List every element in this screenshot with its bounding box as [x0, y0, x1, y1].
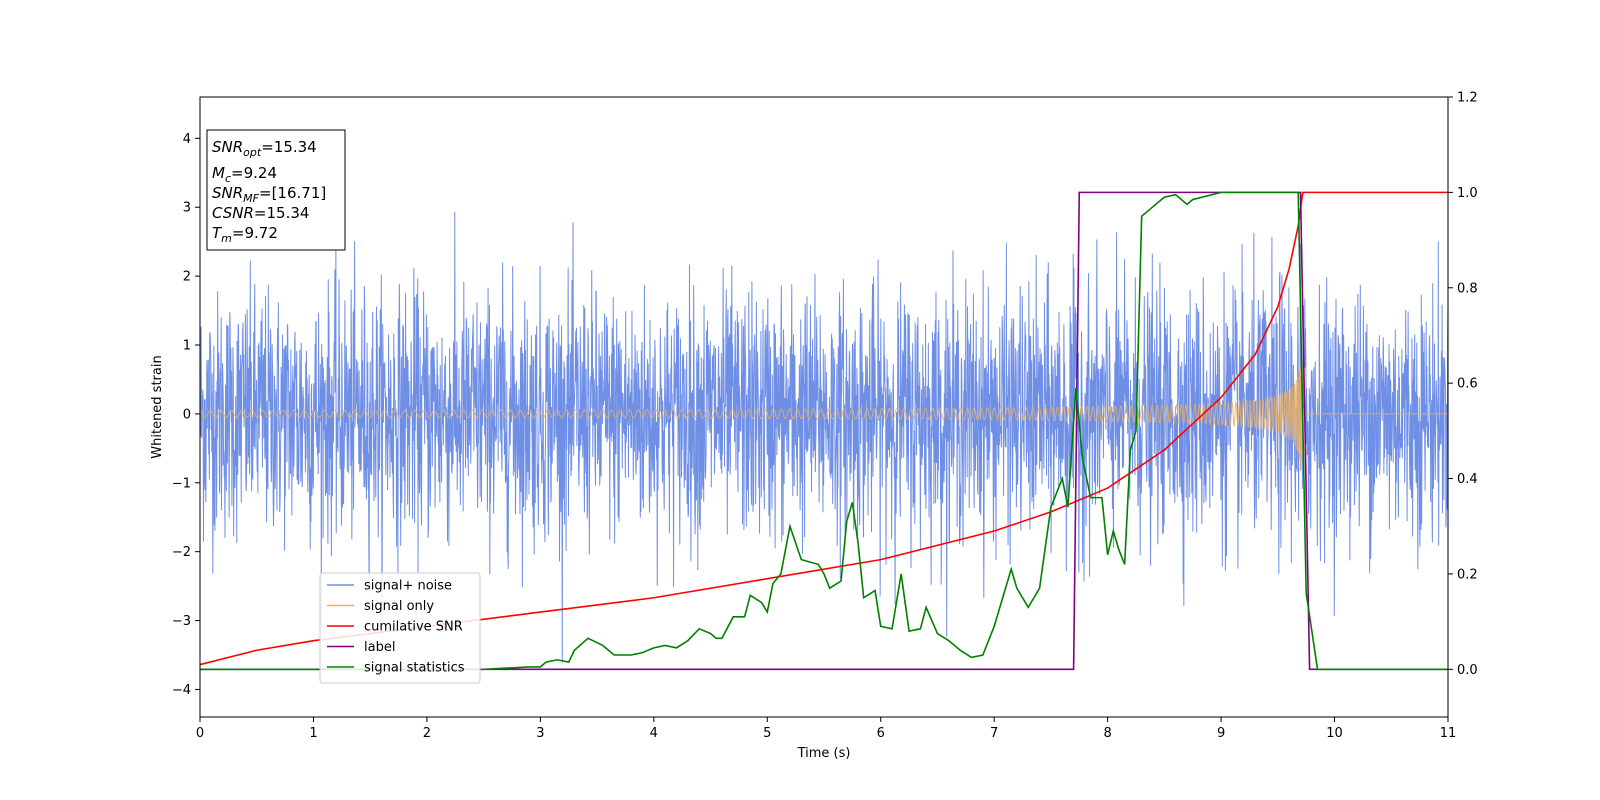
series-line-signal-statistics — [200, 191, 1448, 671]
x-axis-label: Time (s) — [797, 746, 851, 761]
x-tick-label: 11 — [1440, 726, 1457, 741]
y-axis-label: Whitened strain — [150, 355, 165, 458]
y-left-tick-label: 4 — [183, 132, 191, 147]
y-right-tick-label: 0.0 — [1457, 663, 1478, 678]
legend-label-signal-statistics: signal statistics — [364, 661, 465, 676]
y-left-tick-label: −2 — [172, 545, 191, 560]
series-line-signal-noise — [200, 211, 1448, 663]
legend-label-signal-only: signal only — [364, 599, 434, 614]
y-right-tick-label: 0.2 — [1457, 567, 1478, 582]
x-tick-label: 1 — [309, 726, 317, 741]
y-right-tick-label: 1.2 — [1457, 91, 1478, 106]
plot-frame — [199, 96, 1449, 718]
info-tm: Tm=9.72 — [212, 224, 278, 245]
x-axis-ticks: 0 1 2 3 4 5 6 7 8 9 10 11 — [196, 717, 1456, 741]
x-tick-label: 0 — [196, 726, 204, 741]
x-tick-label: 10 — [1326, 726, 1343, 741]
y-right-tick-label: 0.4 — [1457, 472, 1478, 487]
legend-label-signal-noise: signal+ noise — [364, 579, 452, 594]
y-right-tick-label: 0.8 — [1457, 281, 1478, 296]
x-tick-label: 3 — [536, 726, 544, 741]
info-box: SNRopt=15.34 Mc=9.24 SNRMF=[16.71] CSNR=… — [206, 129, 346, 251]
y-right-tick-label: 0.6 — [1457, 377, 1478, 392]
x-tick-label: 8 — [1103, 726, 1111, 741]
y-left-tick-label: 3 — [183, 201, 191, 216]
y-left-tick-label: 0 — [183, 407, 191, 422]
y-left-tick-label: 1 — [183, 339, 191, 354]
info-snr-opt: SNRopt=15.34 — [212, 138, 317, 159]
x-tick-label: 2 — [423, 726, 431, 741]
x-tick-label: 6 — [877, 726, 885, 741]
legend-label-cumilative-snr: cumilative SNR — [364, 620, 463, 635]
x-tick-label: 7 — [990, 726, 998, 741]
x-tick-label: 5 — [763, 726, 771, 741]
legend-frame — [319, 572, 481, 684]
legend-label-label: label — [364, 640, 395, 655]
y-left-tick-label: −3 — [172, 614, 191, 629]
y-left-tick-label: −1 — [172, 476, 191, 491]
info-snr-mf: SNRMF=[16.71] — [212, 184, 326, 205]
y-left-tick-label: −4 — [172, 683, 191, 698]
legend: signal+ noise signal only cumilative SNR la… — [319, 572, 481, 684]
y-right-tick-label: 1.0 — [1457, 186, 1478, 201]
info-mc: Mc=9.24 — [212, 164, 277, 185]
x-tick-label: 4 — [650, 726, 658, 741]
series-line-signal-only — [200, 360, 1448, 470]
y-axis-right-ticks: 0.0 0.2 0.4 0.6 0.8 1.0 1.2 — [1448, 91, 1478, 678]
info-box-frame — [206, 129, 346, 251]
y-axis-left-ticks: −4 −3 −2 −1 0 1 2 3 4 — [172, 132, 200, 698]
x-tick-label: 9 — [1217, 726, 1225, 741]
info-csnr: CSNR=15.34 — [212, 204, 309, 222]
y-left-tick-label: 2 — [183, 270, 191, 285]
